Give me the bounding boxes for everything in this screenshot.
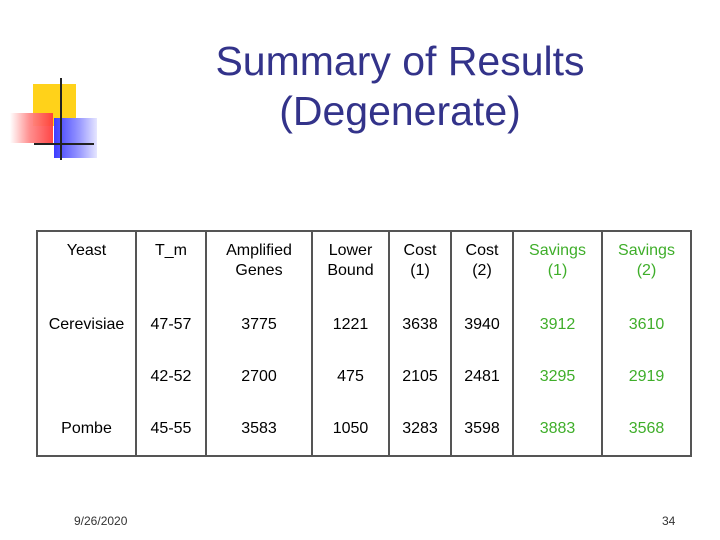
header-lower-bound: Lower Bound (312, 231, 390, 299)
cell-amplified-genes: 3775 (206, 299, 313, 351)
header-amplified-genes: Amplified Genes (206, 231, 313, 299)
cell-savings-1: 3295 (513, 351, 603, 403)
header-savings-2: Savings (2) (618, 242, 675, 279)
cell-savings-2: 3568 (628, 420, 665, 437)
table-header-row: Yeast T_m Amplified Genes Lower Bound Cost… (37, 231, 691, 299)
cell-cost-2: 2481 (451, 351, 514, 403)
cell-tm: 47-57 (136, 299, 207, 351)
table-row: 42-52 2700 475 2105 2481 3295 2919 (37, 351, 691, 403)
decorative-vertical-line (60, 78, 62, 160)
decorative-red-square (10, 113, 53, 143)
cell-cost-2: 3598 (451, 403, 514, 456)
decorative-horizontal-line (34, 143, 94, 145)
slide-title-line-2: (Degenerate) (279, 88, 521, 134)
page-number: 34 (662, 514, 676, 528)
cell-savings-1: 3912 (513, 299, 603, 351)
cell-cost-1: 3283 (389, 403, 452, 456)
header-savings-1: Savings (1) (513, 231, 603, 299)
header-tm: T_m (136, 231, 207, 299)
cell-savings-2: 2919 (628, 368, 665, 385)
results-table: Yeast T_m Amplified Genes Lower Bound Cost… (36, 230, 692, 457)
slide-title-line-1: Summary of Results (215, 38, 585, 84)
cell-yeast: Pombe (37, 403, 137, 456)
header-cost-2: Cost (2) (451, 231, 514, 299)
cell-cost-1: 2105 (389, 351, 452, 403)
table-row: Pombe 45-55 3583 1050 3283 3598 3883 356… (37, 403, 691, 456)
cell-tm: 45-55 (136, 403, 207, 456)
cell-lower-bound: 1221 (312, 299, 390, 351)
header-cost-1: Cost (1) (389, 231, 452, 299)
cell-tm: 42-52 (136, 351, 207, 403)
cell-yeast: Cerevisiae (37, 299, 137, 351)
cell-amplified-genes: 2700 (206, 351, 313, 403)
cell-yeast (37, 351, 137, 403)
slide-title: Summary of Results (Degenerate) (170, 36, 630, 136)
cell-lower-bound: 475 (312, 351, 390, 403)
cell-lower-bound: 1050 (312, 403, 390, 456)
cell-cost-2: 3940 (451, 299, 514, 351)
header-yeast: Yeast (37, 231, 137, 299)
slide-date: 9/26/2020 (74, 514, 128, 528)
cell-savings-1: 3883 (513, 403, 603, 456)
table-row: Cerevisiae 47-57 3775 1221 3638 3940 391… (37, 299, 691, 351)
cell-amplified-genes: 3583 (206, 403, 313, 456)
cell-cost-1: 3638 (389, 299, 452, 351)
cell-savings-2: 3610 (628, 316, 665, 333)
